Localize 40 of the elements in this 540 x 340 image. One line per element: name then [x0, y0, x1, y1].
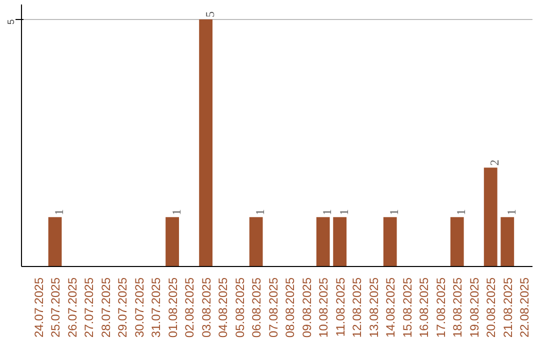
data-label: 1	[336, 209, 351, 216]
x-tick-label: 08.08.2025	[283, 277, 298, 338]
x-tick-label: 24.07.2025	[32, 277, 46, 338]
x-tick-label: 30.07.2025	[132, 277, 146, 338]
x-tick-label: 29.07.2025	[116, 277, 130, 338]
data-label: 1	[320, 209, 334, 216]
x-tick-label: 06.08.2025	[250, 277, 264, 338]
x-tick-label: 22.08.2025	[518, 277, 532, 338]
x-tick-label: 11.08.2025	[333, 277, 348, 337]
data-label: 1	[454, 209, 468, 216]
x-tick-label: 27.07.2025	[82, 277, 96, 338]
x-tick-label: 05.08.2025	[232, 277, 247, 338]
x-tick-label: 16.08.2025	[417, 277, 432, 338]
x-tick-label: 19.08.2025	[467, 277, 482, 338]
x-tick-label: 15.08.2025	[400, 277, 414, 338]
data-label: 1	[504, 209, 518, 216]
x-tick-label: 17.08.2025	[434, 277, 448, 338]
x-tick-label: 18.08.2025	[450, 277, 465, 338]
x-tick-label: 03.08.2025	[199, 277, 214, 338]
x-tick-label: 26.07.2025	[65, 277, 80, 338]
data-label: 5	[202, 11, 217, 18]
x-tick-label: 07.08.2025	[266, 277, 280, 338]
data-label: 1	[387, 209, 402, 216]
x-tick-label: 02.08.2025	[182, 277, 197, 338]
data-label: 1	[169, 209, 184, 216]
x-tick-label: 20.08.2025	[484, 277, 498, 338]
data-label: 2	[488, 160, 502, 166]
x-tick-label: 13.08.2025	[366, 277, 381, 338]
x-tick-label: 21.08.2025	[500, 277, 515, 338]
x-tick-label: 28.07.2025	[98, 277, 113, 338]
data-label: 1	[253, 209, 268, 216]
x-tick-label: 14.08.2025	[384, 277, 398, 338]
x-tick-label: 09.08.2025	[300, 277, 314, 338]
x-tick-label: 04.08.2025	[216, 277, 230, 338]
x-tick-label: 25.07.2025	[48, 277, 63, 338]
x-tick-label: 10.08.2025	[316, 277, 331, 338]
x-tick-label: 01.08.2025	[166, 277, 180, 338]
x-tick-label: 31.07.2025	[149, 277, 164, 338]
x-tick-label: 12.08.2025	[350, 277, 364, 338]
data-label: 1	[52, 209, 66, 216]
